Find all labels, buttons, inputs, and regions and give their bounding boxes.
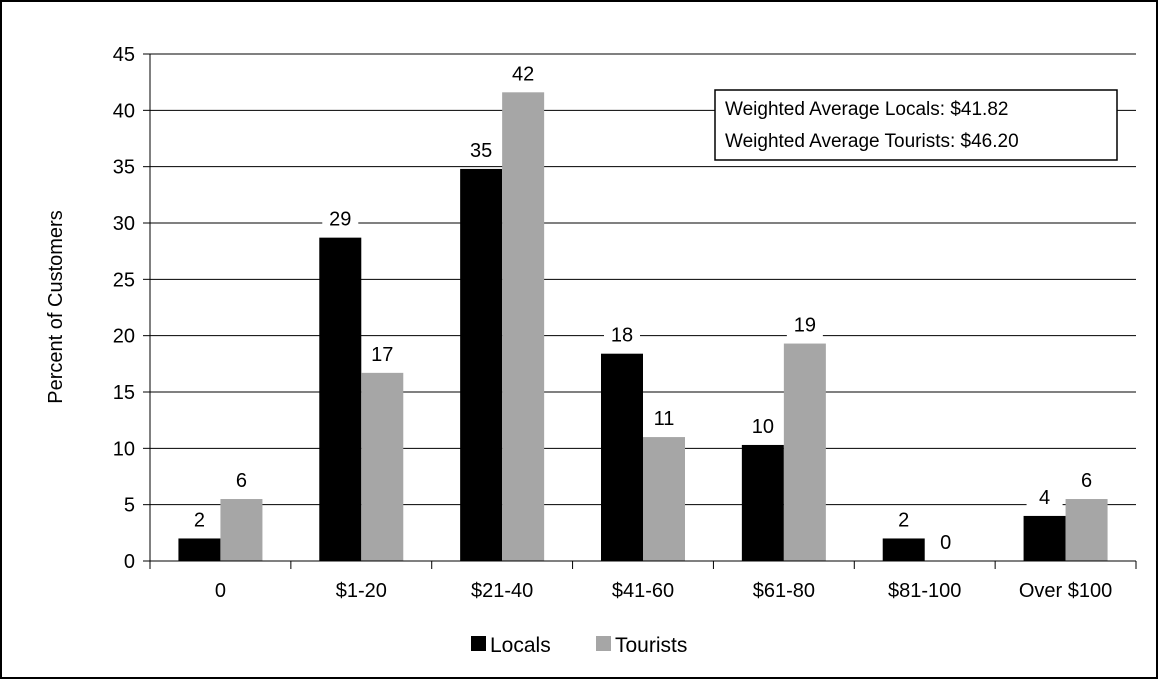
bar-locals-6 — [1023, 515, 1066, 561]
legend-swatch-tourists — [596, 636, 611, 651]
bar-tourists-1 — [361, 372, 404, 561]
bar-tourists-3 — [643, 437, 685, 561]
data-label-locals-4: 10 — [752, 416, 774, 438]
y-tick-label: 0 — [124, 551, 135, 573]
bar-locals-0 — [178, 538, 221, 561]
y-tick-label: 10 — [113, 438, 135, 460]
bar-locals-4 — [741, 444, 784, 561]
bar-locals-2 — [460, 168, 503, 562]
bar-locals-5 — [882, 538, 925, 561]
y-tick-label: 45 — [113, 44, 135, 66]
bars — [178, 92, 1108, 562]
x-tick-label: $61-80 — [753, 580, 815, 602]
data-label-bg — [1026, 483, 1063, 510]
x-tick-label: 0 — [215, 580, 226, 602]
data-label-bg — [1068, 467, 1105, 494]
data-label-locals-6: 4 — [1039, 487, 1050, 509]
bar-locals-1 — [319, 237, 362, 561]
data-labels: 2 29 35 18 10 2 4 6 17 42 11 19 0 6 — [181, 60, 1105, 555]
data-label-bg — [786, 311, 823, 338]
data-label-bg — [505, 60, 542, 87]
data-label-locals-3: 18 — [611, 325, 633, 347]
annotation-box — [714, 89, 1118, 161]
data-label-bg — [181, 506, 218, 533]
y-tick-label: 30 — [113, 213, 135, 235]
data-label-bg — [604, 321, 640, 348]
y-tick-label: 25 — [113, 269, 135, 291]
data-label-locals-2: 35 — [470, 140, 492, 162]
data-label-tourists-4: 19 — [794, 315, 816, 337]
gridlines — [150, 53, 1136, 506]
data-label-tourists-6: 6 — [1081, 470, 1092, 492]
bar-tourists-0 — [220, 499, 263, 561]
legend-label-locals: Locals — [490, 634, 551, 657]
data-label-bg — [927, 529, 964, 555]
data-label-bg — [322, 205, 359, 232]
data-label-bg — [463, 136, 500, 163]
legend: Locals Tourists — [471, 634, 687, 657]
y-tick-label: 40 — [113, 100, 135, 122]
x-tick-label: $21-40 — [471, 580, 533, 602]
bar-locals-3 — [601, 353, 643, 561]
data-label-bg — [885, 506, 922, 533]
legend-swatch-locals — [471, 636, 486, 651]
data-label-tourists-0: 6 — [236, 470, 247, 492]
data-label-locals-0: 2 — [194, 509, 205, 531]
data-label-tourists-5: 0 — [940, 532, 951, 554]
data-label-locals-1: 29 — [329, 209, 351, 231]
weighted-average-box: Weighted Average Locals: $41.82 Weighted… — [714, 89, 1118, 161]
y-tick-label: 35 — [113, 157, 135, 179]
bar-tourists-4 — [783, 343, 826, 561]
x-tick-label: $81-100 — [888, 580, 961, 602]
y-tick-label: 5 — [124, 495, 135, 517]
data-label-bg — [223, 467, 260, 494]
x-tick-label: Over $100 — [1019, 580, 1112, 602]
bar-tourists-6 — [1065, 499, 1108, 561]
legend-label-tourists: Tourists — [615, 634, 687, 657]
data-label-tourists-1: 17 — [371, 344, 393, 366]
data-label-tourists-2: 42 — [512, 63, 534, 85]
y-tick-label: 15 — [113, 382, 135, 404]
data-label-bg — [646, 405, 682, 432]
data-label-tourists-3: 11 — [654, 408, 675, 430]
bar-tourists-2 — [502, 92, 545, 561]
x-tick-label: $41-60 — [612, 580, 674, 602]
annotation-locals: Weighted Average Locals: $41.82 — [725, 99, 1008, 120]
data-label-bg — [744, 412, 781, 439]
annotation-tourists: Weighted Average Tourists: $46.20 — [725, 131, 1019, 152]
data-label-bg — [364, 340, 401, 367]
data-label-locals-5: 2 — [898, 509, 909, 531]
y-tick-label: 20 — [113, 326, 135, 348]
y-axis-title: Percent of Customers — [45, 210, 67, 403]
x-tick-label: $1-20 — [336, 580, 387, 602]
